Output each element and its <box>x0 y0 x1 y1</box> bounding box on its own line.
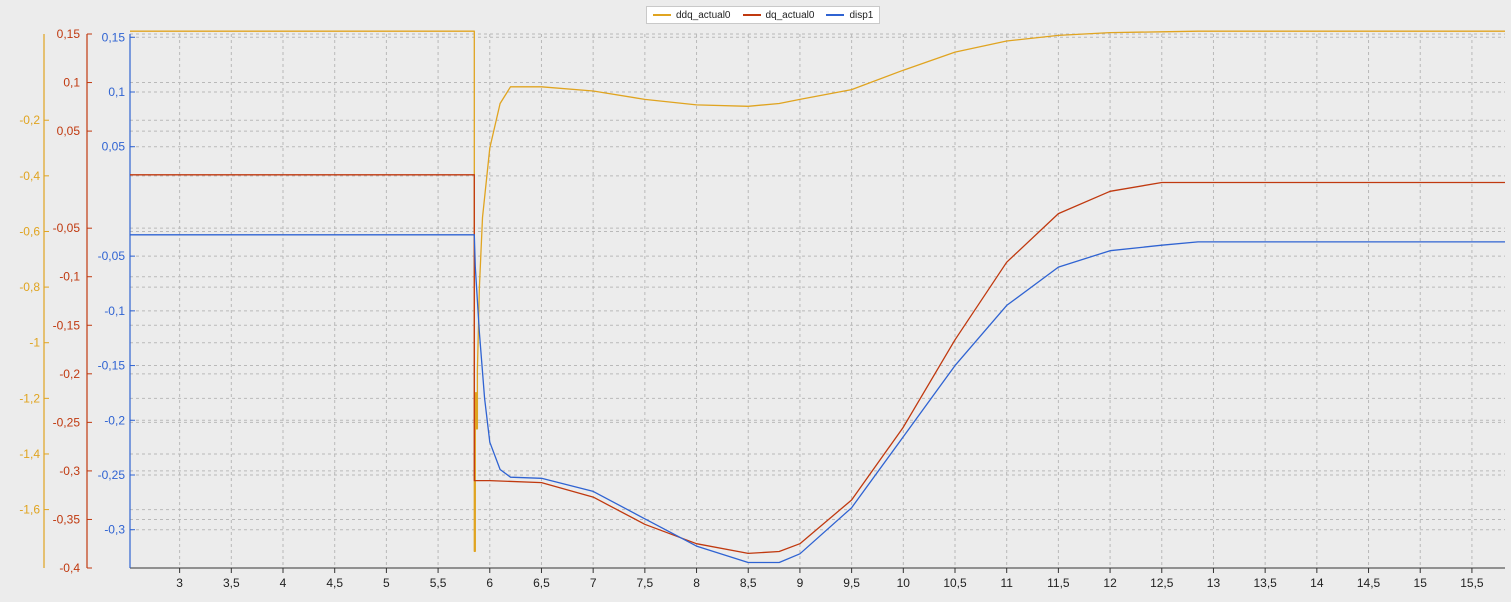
x-tick-label: 10 <box>897 576 911 590</box>
series-line-ddq-actual0 <box>130 30 1505 552</box>
y-tick-label-0: -0,4 <box>19 169 40 183</box>
y-tick-label-1: -0,25 <box>53 415 81 429</box>
x-tick-label: 8,5 <box>740 576 757 590</box>
y-tick-label-1: -0,3 <box>59 464 80 478</box>
legend-item-disp1: disp1 <box>826 10 873 21</box>
x-tick-label: 9,5 <box>843 576 860 590</box>
y-tick-label-0: -0,8 <box>19 280 40 294</box>
x-tick-label: 6 <box>486 576 493 590</box>
legend-swatch-dq-actual0 <box>742 14 761 16</box>
x-tick-label: 12,5 <box>1150 576 1174 590</box>
x-tick-label: 5 <box>383 576 390 590</box>
x-tick-label: 15 <box>1414 576 1428 590</box>
grid-layer <box>130 33 1505 569</box>
x-tick-label: 10,5 <box>943 576 967 590</box>
legend-item-ddq-actual0: ddq_actual0 <box>653 10 731 21</box>
y-tick-label-1: -0,35 <box>53 512 81 526</box>
y-tick-label-2: -0,3 <box>104 523 125 537</box>
legend-label-ddq-actual0: ddq_actual0 <box>676 9 731 21</box>
x-tick-label: 3,5 <box>223 576 240 590</box>
x-tick-label: 15,5 <box>1460 576 1484 590</box>
y-tick-label-2: -0,15 <box>98 359 126 373</box>
x-tick-label: 7,5 <box>637 576 654 590</box>
y-tick-label-2: 0,15 <box>102 30 126 44</box>
y-tick-label-1: -0,1 <box>59 270 80 284</box>
x-tick-label: 14,5 <box>1357 576 1381 590</box>
y-tick-label-2: -0,1 <box>104 304 125 318</box>
y-tick-label-1: 0,15 <box>57 27 81 41</box>
x-tick-label: 4,5 <box>326 576 343 590</box>
y-tick-label-1: 0,05 <box>57 124 81 138</box>
legend-swatch-disp1 <box>826 14 845 16</box>
x-tick-label: 3 <box>176 576 183 590</box>
series-line-dq-actual0 <box>130 174 1505 555</box>
y-tick-label-2: -0,2 <box>104 413 125 427</box>
axes-layer: 3 3,5 4 4,5 5 5,5 6 6,5 7 7,5 8 8,5 9 9,5 10 10,5 11 11,5… <box>19 27 1505 590</box>
y-tick-label-0: -1,4 <box>19 447 40 461</box>
y-tick-label-2: -0,25 <box>98 468 126 482</box>
x-tick-label: 13,5 <box>1253 576 1277 590</box>
y-tick-label-0: -0,6 <box>19 224 40 238</box>
y-tick-label-0: -0,2 <box>19 113 40 127</box>
y-tick-label-2: 0,05 <box>102 140 126 154</box>
y-tick-label-1: -0,05 <box>53 221 81 235</box>
y-tick-label-1: -0,15 <box>53 318 81 332</box>
y-tick-label-1: -0,2 <box>59 367 80 381</box>
x-tick-label: 8 <box>693 576 700 590</box>
x-tick-label: 11,5 <box>1047 576 1070 590</box>
legend-swatch-ddq-actual0 <box>653 14 671 16</box>
x-tick-label: 9 <box>797 576 804 590</box>
x-tick-label: 13 <box>1207 576 1221 590</box>
x-tick-label: 14 <box>1310 576 1324 590</box>
x-tick-label: 11 <box>1000 576 1013 590</box>
y-tick-label-1: -0,4 <box>59 561 80 575</box>
x-tick-label: 6,5 <box>533 576 550 590</box>
series-layer <box>130 30 1505 564</box>
chart-legend: ddq_actual0 dq_actual0 disp1 <box>646 6 881 24</box>
legend-label-disp1: disp1 <box>849 9 874 21</box>
legend-item-dq-actual0: dq_actual0 <box>742 9 815 21</box>
x-tick-label: 4 <box>280 576 287 590</box>
y-tick-label-0: -1 <box>29 336 40 350</box>
y-tick-label-2: 0,1 <box>108 85 125 99</box>
y-tick-label-0: -1,6 <box>19 503 40 517</box>
series-line-disp1 <box>130 234 1505 564</box>
x-tick-label: 12 <box>1103 576 1117 590</box>
x-tick-label: 7 <box>590 576 597 590</box>
y-tick-label-2: -0,05 <box>98 249 126 263</box>
y-tick-label-0: -1,2 <box>19 391 40 405</box>
y-tick-label-1: 0,1 <box>63 76 80 90</box>
x-tick-label: 5,5 <box>430 576 447 590</box>
legend-label-dq-actual0: dq_actual0 <box>765 9 815 21</box>
